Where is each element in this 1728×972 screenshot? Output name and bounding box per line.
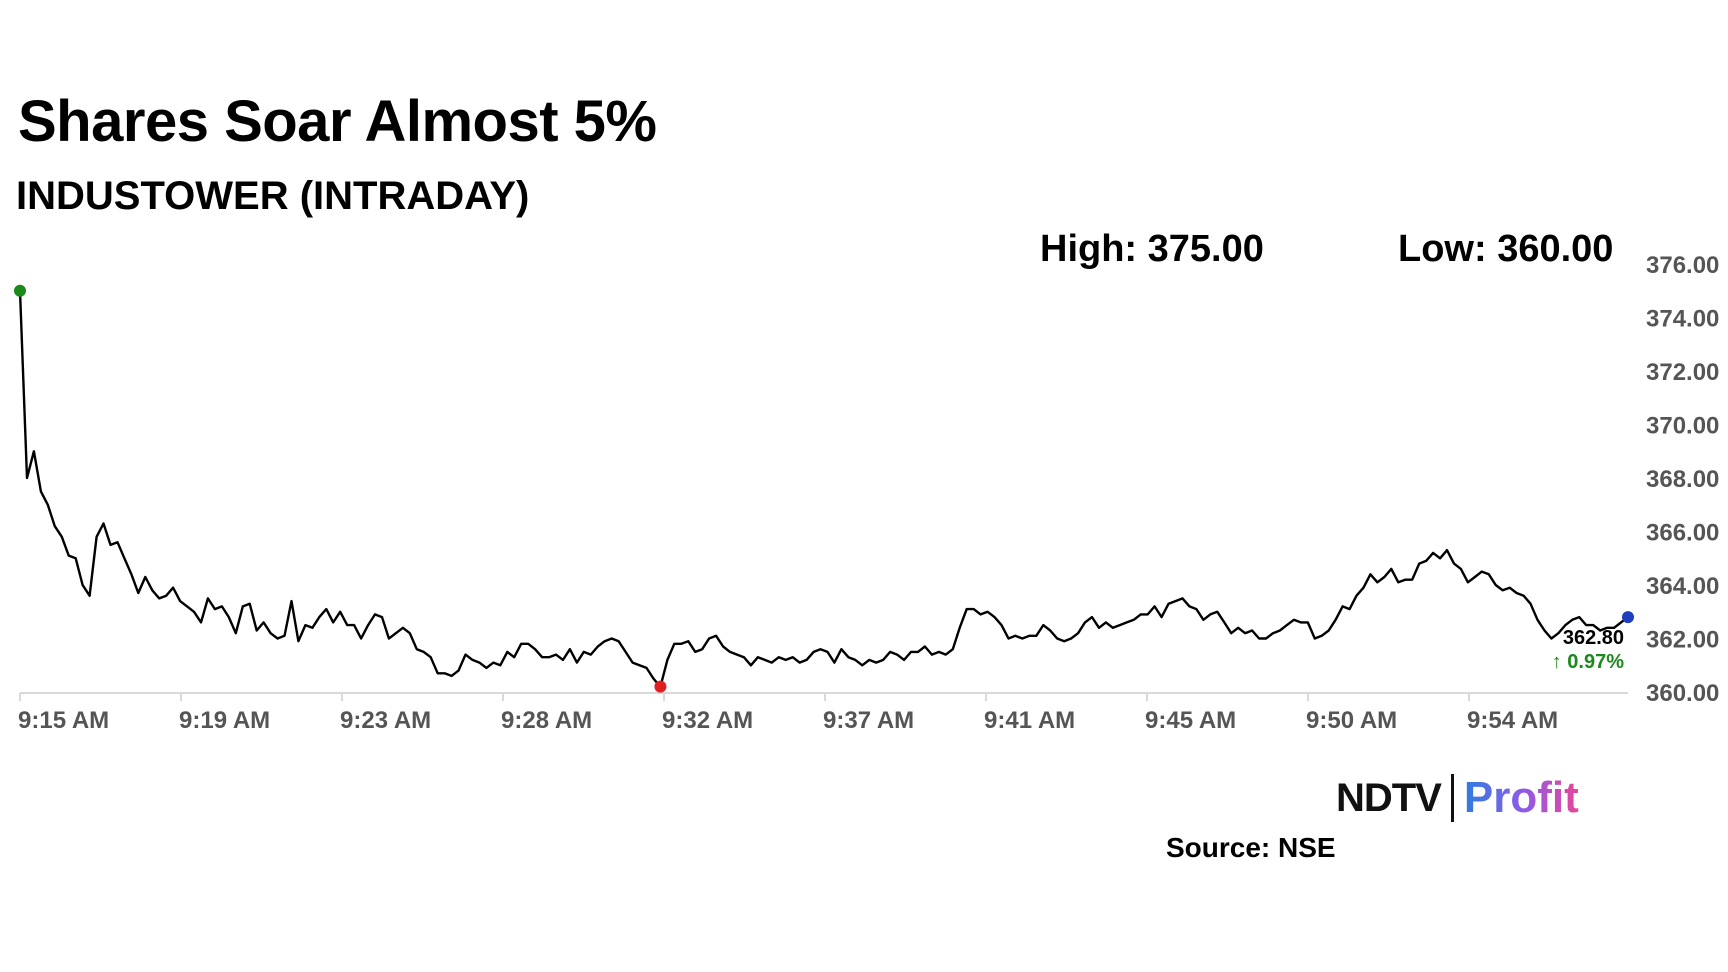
x-tick-label: 9:15 AM xyxy=(18,707,109,734)
source-label: Source: NSE xyxy=(1166,832,1336,863)
brand-logo: NDTV Profit xyxy=(1336,773,1579,823)
y-tick-label: 376.00 xyxy=(1646,252,1719,279)
y-tick-label: 360.00 xyxy=(1646,680,1719,707)
y-tick-label: 362.00 xyxy=(1646,627,1719,654)
change-label: ↑ 0.97% xyxy=(1552,651,1624,673)
x-tick-label: 9:19 AM xyxy=(179,707,270,734)
y-tick-label: 370.00 xyxy=(1646,413,1719,440)
x-tick-label: 9:23 AM xyxy=(340,707,431,734)
x-tick-label: 9:28 AM xyxy=(501,707,592,734)
brand-divider xyxy=(1450,774,1454,822)
x-axis: 9:15 AM 9:19 AM 9:23 AM 9:28 AM 9:32 AM 9:37 … xyxy=(18,692,1628,734)
last-price-marker xyxy=(1622,611,1634,624)
low-label: Low: 360.00 xyxy=(1398,228,1614,270)
profit-wordmark: Profit xyxy=(1463,773,1579,822)
x-tick-label: 9:37 AM xyxy=(823,707,914,734)
x-tick-label: 9:54 AM xyxy=(1467,707,1558,734)
y-tick-label: 366.00 xyxy=(1646,520,1719,547)
low-marker xyxy=(654,680,667,693)
chart-title: Shares Soar Almost 5% xyxy=(18,89,657,154)
x-tick-label: 9:45 AM xyxy=(1145,707,1236,734)
high-marker xyxy=(14,284,26,297)
x-tick-label: 9:41 AM xyxy=(984,707,1075,734)
y-tick-label: 374.00 xyxy=(1646,306,1719,333)
ndtv-wordmark: NDTV xyxy=(1336,775,1442,820)
chart-subtitle: INDUSTOWER (INTRADAY) xyxy=(16,174,530,218)
x-tick-label: 9:50 AM xyxy=(1306,707,1397,734)
price-series-line xyxy=(18,290,1629,688)
last-price-label: 362.80 xyxy=(1563,627,1624,649)
x-tick-label: 9:32 AM xyxy=(662,707,753,734)
y-tick-label: 372.00 xyxy=(1646,359,1719,386)
y-tick-label: 364.00 xyxy=(1646,573,1719,600)
chart-markers xyxy=(14,284,1634,693)
y-axis-ticks: 360.00 362.00 364.00 366.00 368.00 370.00 372.… xyxy=(1646,252,1719,707)
high-label: High: 375.00 xyxy=(1040,228,1264,270)
y-tick-label: 368.00 xyxy=(1646,466,1719,493)
